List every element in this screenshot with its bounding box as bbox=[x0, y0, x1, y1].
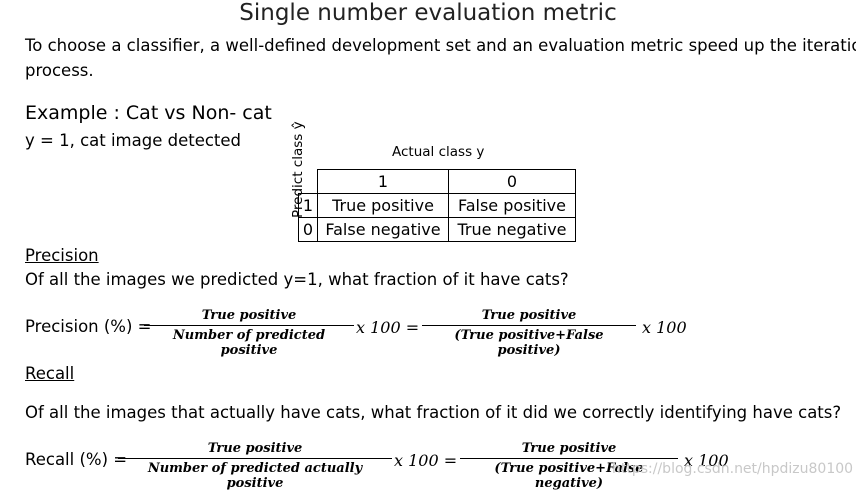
matrix-row: 0 False negative True negative bbox=[298, 217, 576, 242]
matrix-row: 1 True positive False positive bbox=[298, 193, 576, 218]
matrix-cell: False positive bbox=[448, 193, 576, 218]
fraction-denominator: Number of predicted positive bbox=[172, 328, 326, 358]
matrix-cell: True negative bbox=[448, 217, 576, 242]
recall-mid: x 100 = bbox=[394, 451, 458, 470]
fraction-numerator: True positive bbox=[481, 308, 577, 323]
matrix-header-row: 1 0 bbox=[298, 169, 576, 194]
confusion-matrix: 1 0 1 True positive False positive 0 Fal… bbox=[298, 169, 576, 242]
fraction-bar bbox=[144, 325, 354, 326]
fraction-denominator: (True positive+False negative) bbox=[494, 461, 644, 491]
recall-lhs: Recall (%) = bbox=[25, 450, 128, 469]
page-title: Single number evaluation metric bbox=[239, 0, 617, 26]
recall-question: Of all the images that actually have cat… bbox=[25, 403, 842, 422]
fraction-denominator: Number of predicted actually positive bbox=[147, 461, 363, 491]
precision-question: Of all the images we predicted y=1, what… bbox=[25, 270, 569, 289]
matrix-cell: False negative bbox=[317, 217, 449, 242]
precision-fraction-1: True positive Number of predicted positi… bbox=[144, 308, 354, 358]
recall-tail: x 100 bbox=[684, 451, 729, 470]
matrix-corner bbox=[298, 169, 318, 194]
fraction-bar bbox=[422, 325, 636, 326]
precision-tail: x 100 bbox=[642, 318, 687, 337]
matrix-col-header: 0 bbox=[448, 169, 576, 194]
precision-heading: Precision bbox=[25, 246, 99, 265]
fraction-bar bbox=[460, 458, 678, 459]
recall-fraction-1: True positive Number of predicted actual… bbox=[118, 441, 392, 491]
intro-line-1: To choose a classifier, a well-defined d… bbox=[25, 36, 856, 55]
example-heading: Example : Cat vs Non- cat bbox=[25, 102, 272, 124]
recall-heading: Recall bbox=[25, 364, 75, 383]
matrix-row-index: 1 bbox=[298, 193, 318, 218]
precision-mid: x 100 = bbox=[356, 318, 420, 337]
actual-class-label: Actual class y bbox=[392, 144, 485, 160]
recall-fraction-2: True positive (True positive+False negat… bbox=[460, 441, 678, 491]
fraction-bar bbox=[118, 458, 392, 459]
matrix-cell: True positive bbox=[317, 193, 449, 218]
intro-line-2: process. bbox=[25, 61, 94, 80]
matrix-col-header: 1 bbox=[317, 169, 449, 194]
precision-fraction-2: True positive (True positive+False posit… bbox=[422, 308, 636, 358]
fraction-numerator: True positive bbox=[201, 308, 297, 323]
watermark: https://blog.csdn.net/hpdizu80100 bbox=[612, 461, 854, 477]
fraction-denominator: (True positive+False positive) bbox=[454, 328, 604, 358]
fraction-numerator: True positive bbox=[207, 441, 303, 456]
example-subtitle: y = 1, cat image detected bbox=[25, 131, 242, 150]
precision-lhs: Precision (%) = bbox=[25, 317, 152, 336]
fraction-numerator: True positive bbox=[521, 441, 617, 456]
matrix-row-index: 0 bbox=[298, 217, 318, 242]
